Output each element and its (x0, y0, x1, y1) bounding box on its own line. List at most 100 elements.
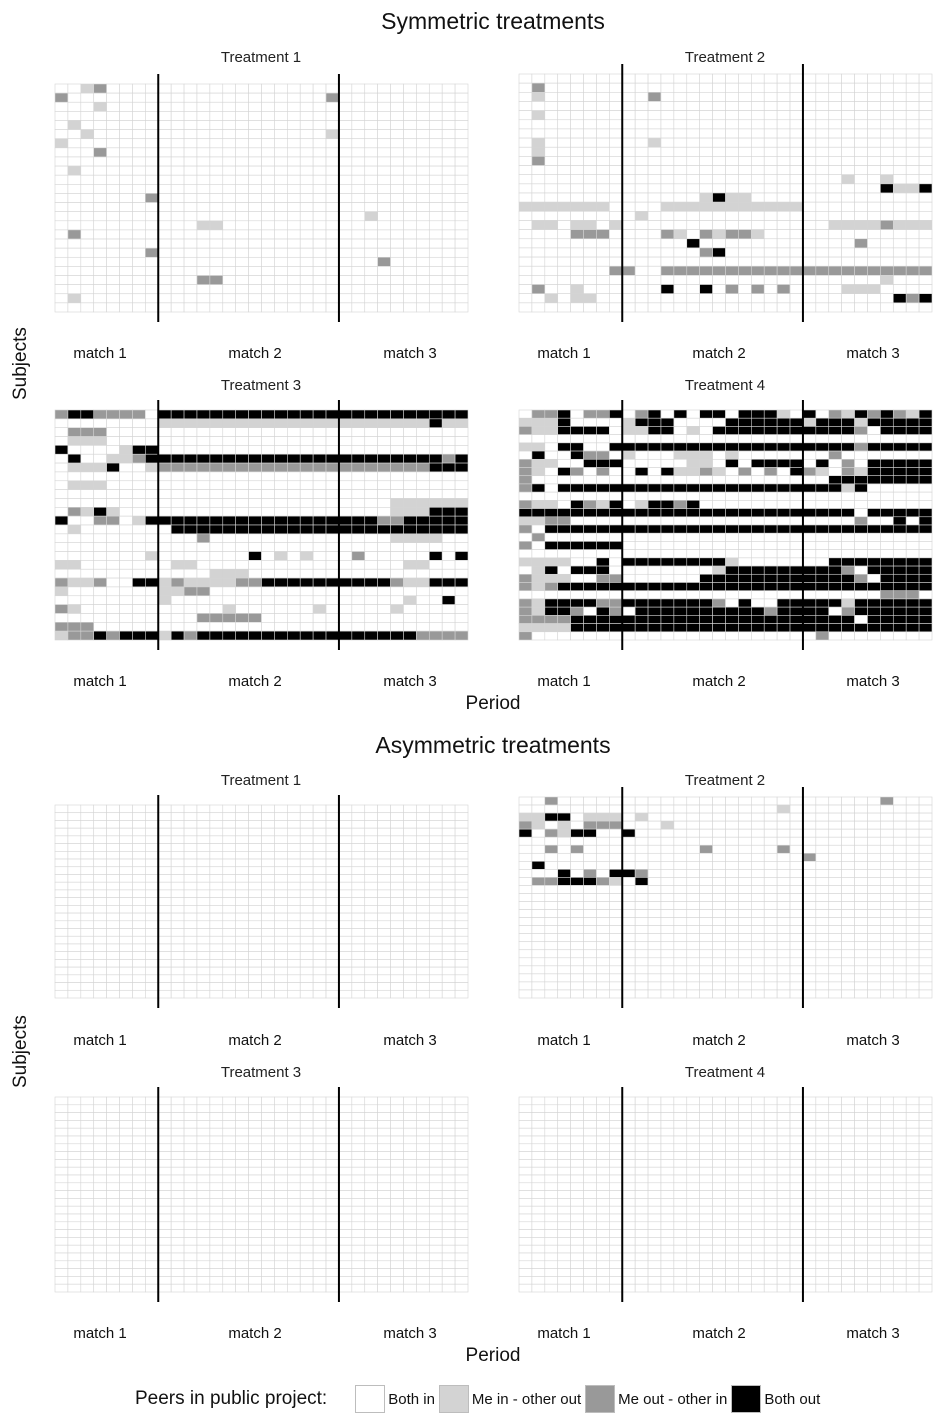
heat-cell (145, 951, 159, 960)
heat-cell (170, 851, 185, 860)
heat-cell (673, 877, 688, 886)
heat-cell (686, 110, 700, 121)
heat-cell (209, 630, 224, 641)
heat-cell (67, 897, 82, 906)
heat-cell (338, 266, 353, 276)
heat-cell (364, 551, 378, 561)
heat-cell (454, 275, 469, 285)
heat-cell (157, 174, 172, 185)
heat-cell (531, 265, 546, 276)
heat-cell (815, 573, 830, 583)
heat-cell (751, 796, 765, 806)
heat-cell (596, 450, 610, 460)
heat-cell (80, 812, 95, 821)
heat-cell (235, 293, 249, 304)
heat-cell (738, 590, 752, 600)
heat-cell (518, 146, 533, 157)
heat-cell (196, 630, 211, 641)
heat-cell (905, 565, 920, 575)
heat-cell (609, 229, 623, 240)
heat-cell (454, 220, 469, 231)
heat-cell (776, 804, 791, 814)
heat-cell (248, 630, 262, 641)
heat-cell (738, 893, 752, 902)
heat-cell (80, 851, 95, 860)
heat-cell (789, 901, 804, 910)
heat-cell (403, 920, 417, 929)
heat-cell (841, 909, 855, 918)
heat-cell (364, 138, 378, 149)
heat-cell (596, 623, 610, 633)
heat-cell (570, 885, 584, 894)
heat-cell (441, 120, 456, 130)
heat-cell (416, 568, 430, 579)
heat-cell (712, 211, 726, 221)
heat-cell (274, 436, 288, 446)
heat-cell (351, 630, 366, 641)
heat-cell (905, 516, 920, 526)
heat-cell (570, 302, 584, 313)
heat-cell (570, 796, 584, 806)
heat-cell (364, 851, 378, 860)
heat-cell (428, 989, 443, 999)
heat-cell (54, 920, 69, 929)
heat-cell (287, 630, 301, 641)
heat-cell (815, 925, 830, 934)
heat-cell (67, 202, 82, 212)
heat-cell (673, 573, 688, 583)
heat-cell (686, 211, 700, 221)
heat-cell (170, 897, 185, 906)
heat-cell (789, 409, 804, 419)
heat-cell (338, 409, 353, 420)
heat-cell (905, 828, 920, 838)
heat-cell (673, 483, 688, 493)
heat-cell (416, 498, 430, 508)
heat-cell (54, 238, 69, 249)
heat-cell (621, 861, 636, 870)
heat-cell (596, 426, 610, 435)
heat-cell (763, 229, 778, 240)
heat-cell (119, 835, 133, 844)
heat-cell (647, 836, 662, 846)
heat-cell (454, 951, 469, 960)
heat-cell (841, 885, 855, 894)
heat-cell (583, 211, 597, 221)
heat-cell (892, 409, 907, 419)
heat-cell (544, 949, 559, 959)
heat-cell (918, 229, 933, 240)
heat-cell (119, 622, 133, 632)
heat-cell (403, 211, 417, 222)
heat-cell (854, 532, 868, 542)
heat-cell (518, 284, 533, 294)
heat-cell (918, 156, 933, 166)
heat-cell (299, 101, 314, 112)
heat-cell (918, 409, 933, 419)
heat-cell (248, 247, 262, 258)
heat-cell (54, 851, 69, 860)
heat-cell (828, 165, 842, 175)
heat-cell (441, 577, 456, 588)
heat-cell (299, 193, 314, 203)
heat-cell (802, 852, 817, 862)
heat-cell (54, 905, 69, 914)
heat-cell (918, 852, 933, 862)
heat-cell (261, 436, 275, 446)
heat-cell (441, 982, 456, 991)
heat-cell (274, 498, 288, 508)
heat-cell (905, 110, 920, 121)
heat-cell (854, 893, 868, 902)
heat-cell (390, 418, 404, 429)
heat-cell (416, 951, 430, 960)
heat-cell (712, 885, 726, 894)
heat-cell (222, 418, 236, 429)
heat-cell (274, 83, 288, 94)
heat-cell (170, 293, 185, 304)
heat-cell (712, 165, 726, 175)
heat-cell (712, 119, 726, 130)
heat-cell (686, 417, 700, 427)
heat-cell (660, 516, 675, 526)
heat-cell (338, 247, 353, 258)
heat-cell (338, 138, 353, 149)
heat-cell (892, 796, 907, 806)
heat-cell (132, 418, 146, 429)
